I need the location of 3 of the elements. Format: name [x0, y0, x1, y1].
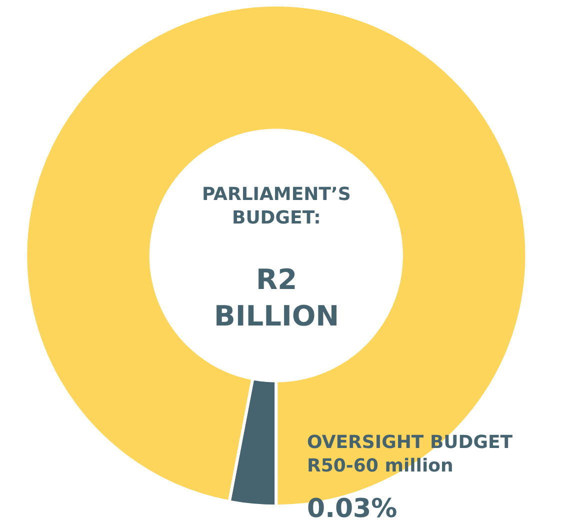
text: PARLIAMENT’S BUDGET: — [202, 184, 351, 228]
text: 0.03% — [307, 494, 398, 524]
text: R2 BILLION — [214, 263, 340, 332]
